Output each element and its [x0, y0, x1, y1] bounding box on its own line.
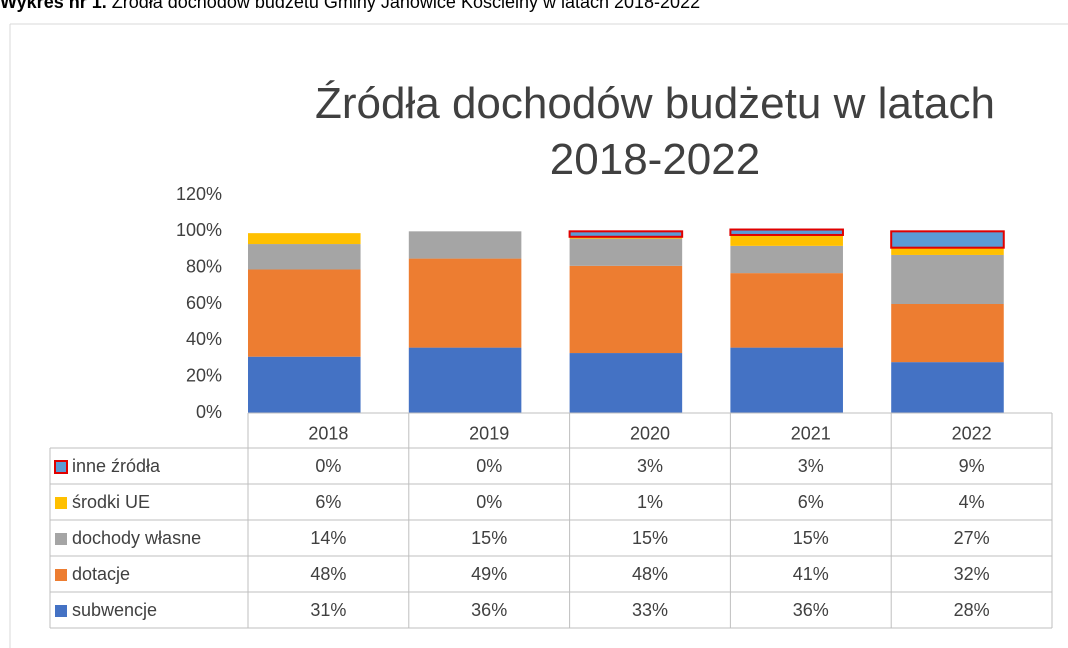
bar-segment: [248, 269, 361, 357]
bar-segment: [568, 230, 684, 238]
y-tick-label: 80%: [186, 256, 222, 276]
legend-key: [55, 533, 67, 545]
y-tick-label: 20%: [186, 365, 222, 385]
bar-segment: [408, 347, 522, 413]
bar-segment: [729, 228, 844, 236]
x-tick-label: 2020: [630, 423, 670, 443]
y-tick-label: 100%: [176, 220, 222, 240]
bar-segment: [569, 353, 683, 413]
bar-segment: [730, 347, 843, 413]
y-tick-label: 40%: [186, 329, 222, 349]
x-tick-label: 2022: [952, 423, 992, 443]
table-value: 36%: [471, 600, 507, 620]
caption: Wykres nr 1. Źródła dochodów budżetu Gmi…: [0, 0, 700, 13]
caption-label: Wykres nr 1.: [0, 0, 107, 12]
y-tick-label: 60%: [186, 293, 222, 313]
bar-segment: [248, 356, 361, 413]
table-value: 0%: [476, 492, 502, 512]
table-value: 33%: [632, 600, 668, 620]
legend-label: inne źródła: [72, 456, 161, 476]
bar-segment: [569, 265, 683, 354]
bar-segment: [891, 254, 1004, 304]
table-value: 3%: [637, 456, 663, 476]
legend-label: środki UE: [72, 492, 150, 512]
table-value: 14%: [310, 528, 346, 548]
table-value: 27%: [954, 528, 990, 548]
table-value: 48%: [632, 564, 668, 584]
legend-key: [55, 497, 67, 509]
bar-segment: [730, 245, 843, 274]
table-value: 6%: [315, 492, 341, 512]
legend-key: [55, 569, 67, 581]
legend-label: dochody własne: [72, 528, 201, 548]
legend-label: dotacje: [72, 564, 130, 584]
table-value: 15%: [793, 528, 829, 548]
bar-segment: [730, 273, 843, 348]
table-value: 4%: [959, 492, 985, 512]
bar-segment: [408, 231, 522, 259]
table-value: 48%: [310, 564, 346, 584]
legend-label: subwencje: [72, 600, 157, 620]
table-value: 41%: [793, 564, 829, 584]
x-tick-label: 2019: [469, 423, 509, 443]
table-value: 32%: [954, 564, 990, 584]
bar-segment: [730, 234, 843, 246]
x-tick-label: 2021: [791, 423, 831, 443]
table-value: 0%: [315, 456, 341, 476]
table-value: 9%: [959, 456, 985, 476]
table-value: 6%: [798, 492, 824, 512]
bar-segment: [569, 238, 683, 266]
table-value: 49%: [471, 564, 507, 584]
bar-segment: [891, 362, 1004, 413]
table-value: 1%: [637, 492, 663, 512]
caption-text: Źródła dochodów budżetu Gminy Janowice K…: [111, 0, 701, 12]
bar-segment: [248, 233, 361, 245]
y-tick-label: 0%: [196, 402, 222, 422]
bar-segment: [408, 258, 522, 348]
bar-segment: [248, 244, 361, 270]
table-value: 3%: [798, 456, 824, 476]
table-value: 28%: [954, 600, 990, 620]
table-value: 0%: [476, 456, 502, 476]
y-tick-label: 120%: [176, 184, 222, 204]
x-tick-label: 2018: [308, 423, 348, 443]
legend-key: [55, 605, 67, 617]
table-value: 15%: [471, 528, 507, 548]
bar-segment: [890, 230, 1005, 249]
table-value: 31%: [310, 600, 346, 620]
table-value: 15%: [632, 528, 668, 548]
bar-segment: [891, 304, 1004, 363]
legend-key: [54, 460, 68, 474]
chart-title: Źródła dochodów budżetu w latach 2018-20…: [315, 79, 995, 184]
table-value: 36%: [793, 600, 829, 620]
bar-segment: [891, 247, 1004, 255]
